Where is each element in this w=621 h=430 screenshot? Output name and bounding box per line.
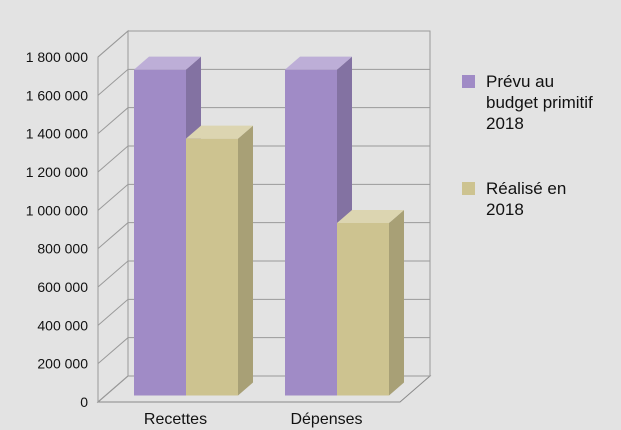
gridline [97, 30, 430, 58]
bar-top [186, 125, 253, 139]
y-tick-label: 1 400 000 [26, 126, 88, 142]
legend-entry: Prévu au budget primitif 2018 [462, 72, 593, 133]
bar [186, 125, 253, 396]
legend-label: Prévu au budget primitif 2018 [486, 72, 593, 133]
y-tick-label: 400 000 [37, 317, 88, 333]
bar-front [134, 69, 186, 396]
legend-swatch [462, 182, 475, 195]
y-tick-label: 600 000 [37, 279, 88, 295]
x-axis-category-labels: Recettes Dépenses [144, 411, 363, 428]
bar-front [186, 138, 238, 396]
legend-entry: Réalisé en 2018 [462, 179, 566, 219]
legend: Prévu au budget primitif 2018 Réalisé en 201… [462, 72, 593, 219]
bar-side [389, 210, 404, 396]
bar-top [134, 56, 201, 70]
y-tick-label: 1 000 000 [26, 202, 88, 218]
bar-front [337, 223, 389, 396]
x-tick-label: Dépenses [290, 411, 362, 428]
y-tick-label: 1 200 000 [26, 164, 88, 180]
y-tick-label: 800 000 [37, 241, 88, 257]
bar-top [337, 210, 404, 223]
side-wall [97, 29, 129, 404]
bar [337, 210, 404, 396]
y-axis-tick-labels: 0 200 000 400 000 600 000 800 000 1 000 000 1 … [26, 49, 89, 410]
legend-swatch [462, 75, 475, 88]
y-tick-label: 200 000 [37, 356, 88, 372]
bar-front [285, 69, 337, 396]
y-tick-label: 1 600 000 [26, 87, 88, 103]
y-tick-label: 0 [80, 394, 88, 410]
bar-top [285, 56, 352, 70]
legend-label: Réalisé en 2018 [486, 179, 566, 219]
bar-side [238, 125, 253, 396]
x-tick-label: Recettes [144, 411, 207, 428]
y-tick-label: 1 800 000 [26, 49, 88, 65]
bars [134, 56, 404, 396]
